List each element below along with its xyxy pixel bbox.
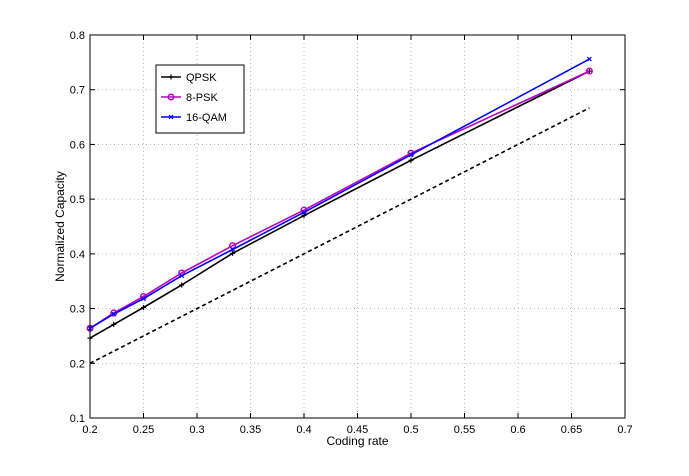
- x-tick-label: 0.2: [82, 424, 97, 436]
- data-point-16-qam: [141, 296, 146, 302]
- y-tick-label: 0.1: [70, 413, 85, 425]
- y-tick-label: 0.6: [70, 139, 85, 151]
- series-line-qpsk: [89, 70, 590, 339]
- x-tick-label: 0.3: [189, 424, 204, 436]
- data-point-qpsk: [141, 304, 146, 310]
- series-line-16-qam: [89, 58, 590, 329]
- data-point-qpsk: [301, 213, 307, 219]
- data-point-16-qam: [230, 247, 236, 252]
- x-tick-label: 0.25: [133, 424, 154, 436]
- x-tick-label: 0.35: [240, 424, 261, 436]
- y-tick-label: 0.8: [70, 30, 85, 42]
- data-point-8-psk: [585, 67, 593, 75]
- legend-marker-qpsk: [168, 74, 174, 80]
- x-tick-label: 0.6: [510, 424, 525, 436]
- x-tick-label: 0.45: [347, 424, 368, 436]
- data-point-qpsk: [408, 157, 414, 163]
- x-tick-label: 0.55: [454, 424, 475, 436]
- data-point-16-qam: [408, 152, 414, 158]
- legend-item-16-qam: 16-QAM: [161, 112, 227, 124]
- data-point-qpsk: [230, 250, 236, 256]
- data-point-16-qam: [111, 311, 117, 317]
- data-point-qpsk: [111, 321, 117, 327]
- x-tick-label: 0.5: [403, 424, 418, 436]
- data-point-16-qam: [179, 273, 185, 279]
- series-series-3: [89, 107, 590, 365]
- legend-label-16-qam: 16-QAM: [186, 112, 227, 124]
- x-tick-label: 0.4: [296, 424, 311, 436]
- x-tick-label: 0.7: [617, 424, 632, 436]
- series-line-series-3: [89, 107, 590, 365]
- y-axis-label: Normalized Capacity: [53, 171, 67, 282]
- legend-item-qpsk: QPSK: [161, 72, 217, 84]
- legend-label-8-psk: 8-PSK: [186, 92, 218, 104]
- data-point-16-qam: [301, 209, 307, 215]
- legend-marker-16-qam: [168, 114, 174, 120]
- x-tick-label: 0.65: [561, 424, 582, 436]
- series-layer: [86, 56, 593, 365]
- y-tick-label: 0.7: [70, 85, 85, 97]
- axis-ticks: 0.2 0.25 0.3 0.35 0.4 0.45 0.5 0.55 0.6 0.65 0.7 0.…: [70, 30, 633, 436]
- y-tick-label: 0.2: [70, 358, 85, 370]
- series-line-8-psk: [89, 70, 590, 329]
- legend-label-qpsk: QPSK: [186, 72, 217, 84]
- y-tick-label: 0.3: [70, 304, 85, 316]
- legend-item-8-psk: 8-PSK: [161, 92, 218, 104]
- y-tick-label: 0.4: [70, 249, 85, 261]
- data-point-8-psk: [229, 242, 237, 250]
- data-point-16-qam: [586, 56, 592, 62]
- legend: QPSK 8-PSK 16-QAM: [155, 64, 245, 134]
- x-axis-label: Coding rate: [326, 434, 388, 448]
- series-16-qam: [87, 56, 592, 331]
- y-tick-label: 0.5: [70, 194, 85, 206]
- legend-marker-8-psk: [167, 93, 175, 101]
- data-point-qpsk: [179, 282, 185, 288]
